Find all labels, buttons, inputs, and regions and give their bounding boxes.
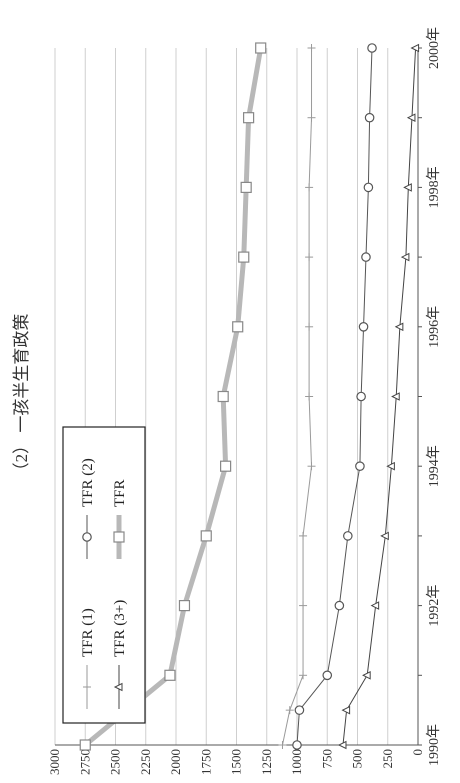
- rotated-chart-group: （2） 一孩半生育政策 0 250 500 750 1000 1250 1500 1750 20…: [12, 27, 442, 775]
- data-point-square: [241, 182, 251, 192]
- data-point-circle: [323, 671, 331, 679]
- x-tick-label: 1996年: [426, 306, 442, 348]
- legend-label: TFR (2): [80, 458, 96, 507]
- y-tick-label: 0: [410, 749, 425, 756]
- y-tick-label: 2000: [168, 749, 183, 775]
- data-point-plus: [308, 114, 316, 122]
- data-point-square: [80, 740, 90, 750]
- data-point-triangle: [363, 672, 370, 679]
- y-tick-label: 250: [380, 749, 395, 769]
- data-point-circle: [83, 533, 91, 541]
- series-line: [343, 48, 416, 745]
- y-tick-label: 750: [319, 749, 334, 769]
- data-point-square: [256, 43, 266, 53]
- data-point-square: [201, 531, 211, 541]
- data-point-circle: [335, 601, 343, 609]
- data-point-plus: [308, 462, 316, 470]
- data-point-circle: [293, 741, 301, 749]
- x-tick-label: 1998年: [426, 166, 442, 208]
- data-point-square: [233, 322, 243, 332]
- data-point-square: [221, 461, 231, 471]
- data-point-square: [239, 252, 249, 262]
- y-tick-label: 500: [350, 749, 365, 769]
- chart-title: （2） 一孩半生育政策: [12, 314, 31, 480]
- y-tick-label: 1250: [259, 749, 274, 775]
- data-point-plus: [299, 532, 307, 540]
- x-tick-label: 1992年: [426, 585, 442, 627]
- y-tick-label: 2250: [138, 749, 153, 775]
- data-point-plus: [305, 323, 313, 331]
- legend-label: TFR: [112, 479, 128, 507]
- data-point-circle: [356, 462, 364, 470]
- data-point-triangle: [339, 742, 346, 749]
- y-tick-label: 2500: [108, 749, 123, 775]
- y-tick-label: 3000: [47, 749, 62, 775]
- data-point-circle: [357, 392, 365, 400]
- data-point-circle: [368, 44, 376, 52]
- data-point-plus: [278, 741, 286, 749]
- data-point-circle: [365, 114, 373, 122]
- data-point-circle: [364, 183, 372, 191]
- y-tick-label: 1750: [198, 749, 213, 775]
- data-point-plus: [305, 393, 313, 401]
- x-tick-label: 1994年: [426, 445, 442, 487]
- data-point-square: [218, 392, 228, 402]
- data-point-square: [114, 532, 124, 542]
- data-point-circle: [359, 323, 367, 331]
- legend-label: TFR (1): [80, 608, 96, 657]
- data-point-plus: [286, 706, 294, 714]
- data-point-square: [179, 601, 189, 611]
- data-point-square: [165, 670, 175, 680]
- data-point-circle: [295, 706, 303, 714]
- x-tick-label: 1990年: [426, 724, 442, 766]
- data-point-circle: [344, 532, 352, 540]
- data-point-plus: [305, 183, 313, 191]
- y-tick-label: 1500: [229, 749, 244, 775]
- legend-label: TFR (3+): [112, 600, 128, 657]
- data-point-plus: [308, 44, 316, 52]
- legend: TFR (1) TFR (3+) TFR (2) TFR: [63, 427, 145, 723]
- data-point-square: [244, 113, 254, 123]
- x-tick-label: 2000年: [426, 27, 442, 69]
- legend-box: [63, 427, 145, 723]
- y-tick-label: 2750: [77, 749, 92, 775]
- series-tfr-3-: [339, 45, 419, 749]
- data-point-plus: [299, 602, 307, 610]
- y-tick-label: 1000: [289, 749, 304, 775]
- data-point-plus: [299, 671, 307, 679]
- data-point-circle: [362, 253, 370, 261]
- data-point-plus: [305, 253, 313, 261]
